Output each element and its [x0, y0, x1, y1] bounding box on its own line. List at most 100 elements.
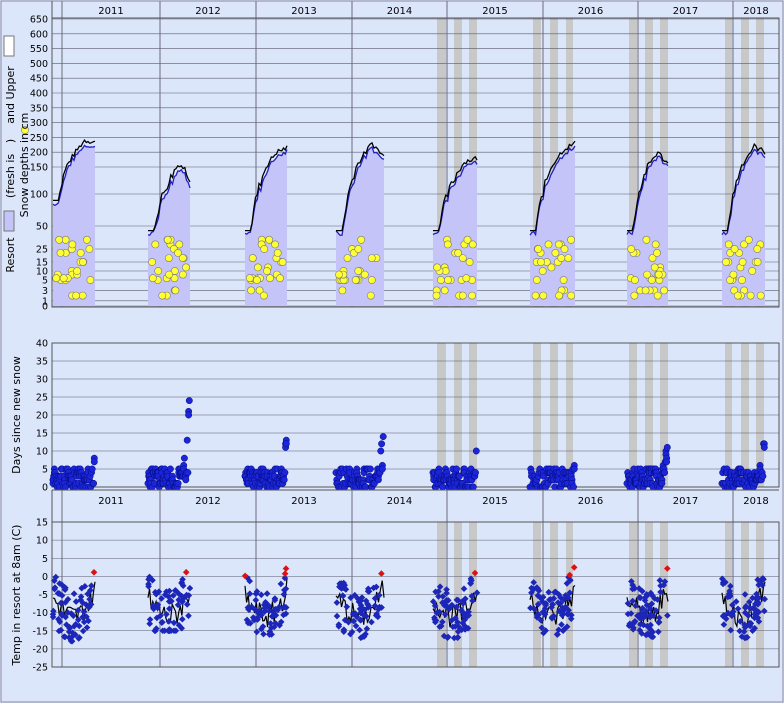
days-point: [183, 436, 191, 444]
season-label-2013: 2013: [291, 6, 316, 17]
temp-point: [175, 596, 182, 604]
fresh-snow-point: [158, 291, 167, 300]
temp-point: [170, 627, 178, 634]
y-tick-label: 150: [30, 163, 48, 174]
upper-depth-line: [433, 155, 478, 232]
temp-point: [354, 595, 362, 602]
days-point: [281, 469, 289, 477]
temp-point: [356, 626, 363, 634]
days-point: [185, 397, 193, 405]
temp-point: [433, 609, 441, 617]
temp-point: [55, 615, 62, 623]
temp-point: [375, 591, 383, 599]
temp-point: [752, 600, 759, 608]
temp-point: [183, 591, 190, 599]
y-tick-label: 650: [30, 15, 48, 26]
temp-point: [540, 629, 547, 637]
temp-point: [530, 579, 537, 586]
temp-point: [350, 617, 358, 625]
temp-point: [261, 604, 268, 612]
fresh-snow-point: [738, 276, 746, 284]
temp-point: [352, 622, 360, 630]
temp-point: [65, 634, 73, 641]
temp-point: [649, 592, 656, 599]
y-tick-label: 20: [36, 411, 48, 422]
temp-point: [339, 592, 346, 599]
fresh-snow-point: [544, 240, 553, 249]
resort-snow-area: [336, 147, 384, 306]
fresh-snow-point: [653, 291, 662, 300]
temp-point: [656, 614, 663, 621]
season-label-2018: 2018: [743, 6, 768, 17]
days-point: [453, 465, 460, 473]
days-point: [378, 440, 386, 448]
days-point: [374, 476, 382, 484]
temp-point: [454, 628, 462, 635]
temp-point: [152, 627, 159, 634]
temp-point: [365, 585, 372, 593]
temp-point: [269, 612, 277, 620]
fresh-snow-point: [273, 248, 282, 257]
temp-point: [442, 611, 449, 618]
fresh-snow-point: [163, 235, 172, 244]
fresh-snow-point: [73, 267, 81, 275]
temp-point: [277, 618, 285, 626]
fresh-snow-point: [559, 276, 568, 284]
temp-point: [247, 620, 254, 627]
fresh-snow-point: [631, 276, 639, 284]
days-point: [472, 447, 480, 455]
days-point: [377, 447, 385, 455]
shade-band: [533, 18, 541, 307]
y-tick-label: 5: [42, 276, 48, 287]
temp-point: [563, 623, 571, 630]
y-tick-label: 200: [30, 148, 48, 159]
temp-point: [66, 623, 73, 631]
temp-point: [70, 590, 78, 597]
temp-point: [656, 577, 664, 584]
temp-point: [644, 630, 652, 638]
fresh-snow-point: [468, 291, 476, 300]
temp-point: [145, 583, 152, 590]
temp-point: [564, 610, 571, 618]
fresh-snow-point: [182, 263, 190, 272]
temp-point: [440, 632, 448, 640]
temp-point: [272, 620, 279, 627]
temp-point: [357, 609, 365, 617]
temp-point: [719, 580, 727, 588]
season-label-2017: 2017: [673, 496, 698, 507]
fresh-snow-point: [276, 274, 284, 283]
days-point: [174, 479, 182, 487]
temp-point: [664, 565, 671, 572]
temp-point: [549, 601, 556, 608]
y-tick-label: 50: [36, 222, 48, 233]
temp-point: [564, 594, 572, 602]
fresh-snow-point: [354, 267, 363, 275]
temp-point: [349, 610, 357, 618]
temp-point: [253, 588, 261, 595]
fresh-snow-point: [263, 267, 271, 275]
days-point: [663, 458, 671, 466]
temp-point: [468, 592, 476, 600]
temp-point: [641, 597, 649, 604]
temp-point: [545, 588, 552, 596]
fresh-snow-point: [537, 258, 545, 266]
temp-point: [647, 605, 654, 612]
temp-point: [453, 603, 460, 611]
days-point: [166, 465, 174, 473]
temp-point: [553, 631, 561, 638]
temp-point: [469, 597, 476, 604]
temp-point: [146, 616, 154, 623]
temp-point: [749, 627, 756, 634]
temp-point: [282, 565, 290, 572]
y-tick-label: 15: [36, 258, 48, 269]
temp-point: [269, 608, 277, 616]
temp-point: [281, 574, 289, 582]
temp-point: [436, 583, 444, 590]
temp-point: [559, 627, 567, 634]
temp-point: [338, 585, 345, 592]
temp-point: [642, 608, 650, 615]
temp-point: [550, 612, 558, 620]
y-label-paren: ): [4, 139, 17, 143]
fresh-snow-point: [59, 274, 68, 283]
temp-point: [51, 584, 59, 591]
